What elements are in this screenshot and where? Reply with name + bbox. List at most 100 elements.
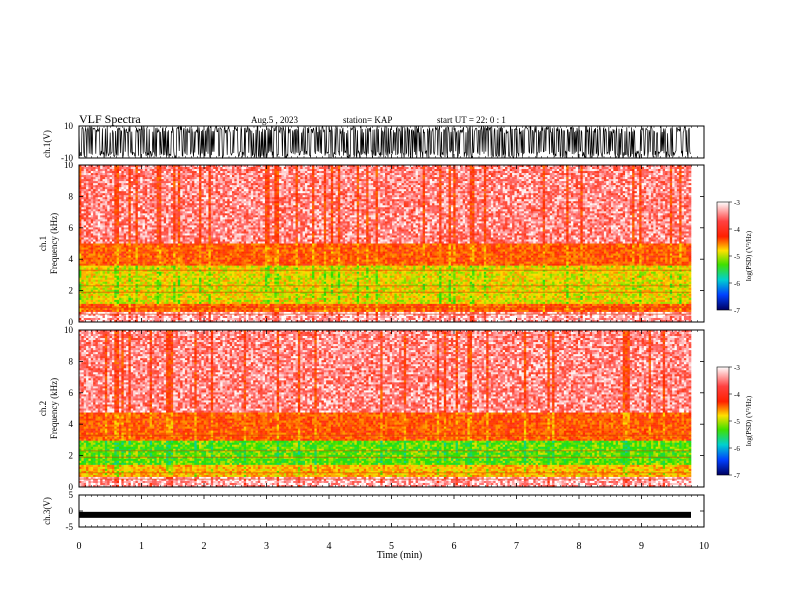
ch1-spectrogram-cell (151, 211, 155, 214)
ch1-spectrogram-cell (79, 201, 82, 204)
ch1-spectrogram-cell (154, 285, 157, 289)
ch1-spectrogram-cell (173, 315, 176, 319)
ch1-spectrogram-cell (128, 261, 132, 264)
ch1-spectrogram-cell (79, 293, 82, 297)
ch1-spectrogram-cell (109, 167, 113, 170)
ch1-spectrogram-cell (191, 219, 195, 222)
ch1-spectrogram-cell (217, 205, 221, 208)
ch1-spectrogram-cell (217, 313, 221, 317)
ch1-spectrogram-cell (156, 223, 160, 226)
ch1-spectrogram-cell (123, 295, 127, 299)
ch1-spectrogram-cell (217, 303, 221, 307)
ch1-spectrogram-cell (130, 223, 134, 226)
ch1-spectrogram-cell (79, 221, 82, 224)
ch1-spectrogram-cell (151, 191, 155, 194)
ch1-spectrogram-cell (86, 277, 89, 281)
ch1-spectrogram-cell (194, 197, 197, 200)
ch1-spectrogram-cell (199, 297, 202, 301)
ch1-spectrogram-cell (128, 195, 132, 198)
ch1-spectrogram-cell (208, 267, 212, 270)
ch1-spectrogram-cell (104, 207, 108, 210)
ch1-spectrogram-cell (142, 279, 146, 283)
ch1-spectrogram-cell (170, 185, 174, 188)
ch1-spectrogram-cell (142, 255, 146, 258)
ch1-spectrogram-cell (215, 221, 219, 224)
ch1-spectrogram-cell (189, 211, 193, 214)
ch1-spectrogram-cell (182, 255, 186, 258)
ch1-spectrogram-cell (206, 265, 209, 268)
ch1-spectrogram-cell (121, 235, 125, 238)
ch1-spectrogram-cell (121, 205, 125, 208)
ch1-spectrogram-cell (79, 319, 82, 323)
ch1-spectrogram-cell (173, 319, 176, 323)
ch1-spectrogram-cell (130, 189, 134, 192)
ch1-spectrogram-cell (142, 305, 146, 309)
ch1-spectrogram-cell (189, 265, 193, 268)
ch1-spectrogram-cell (83, 305, 87, 309)
ch1-spectrogram-cell (213, 237, 216, 240)
ch1-spectrogram-cell (215, 285, 219, 289)
ch1-spectrogram-cell (144, 209, 148, 212)
ch1-spectrogram-cell (116, 205, 120, 208)
ch1-spectrogram-cell (81, 165, 84, 168)
ch1-spectrogram-cell (83, 297, 87, 301)
ch1-spectrogram-cell (184, 269, 188, 272)
ch1-spectrogram-cell (123, 311, 127, 315)
ch1-spectrogram-cell (196, 203, 200, 206)
ch1-spectrogram-cell (95, 189, 99, 192)
ch1-spectrogram-cell (114, 223, 117, 226)
ch1-spectrogram-cell (95, 245, 99, 248)
ch1-spectrogram-cell (149, 247, 153, 250)
ch1-spectrogram-cell (151, 305, 155, 309)
ch1-spectrogram-cell (119, 287, 122, 291)
ch1-spectrogram-cell (194, 285, 197, 289)
ch1-spectrogram-cell (220, 231, 223, 234)
ch1-spectrogram-cell (161, 311, 165, 315)
ch1-spectrogram-cell (215, 229, 219, 232)
ch1-spectrogram-cell (175, 309, 179, 313)
ch1-spectrogram-cell (135, 267, 139, 270)
ch1-spectrogram-cell (137, 205, 141, 208)
ch1-spectrogram-cell (189, 317, 193, 321)
ch1-spectrogram-cell (151, 275, 155, 279)
ch1-spectrogram-cell (173, 307, 176, 311)
ch1-spectrogram-cell (95, 215, 99, 218)
ch1-spectrogram-cell (81, 245, 84, 248)
ch1-spectrogram-cell (86, 301, 89, 305)
ch1-spectrogram-cell (121, 229, 125, 232)
ch1-spectrogram-cell (215, 243, 219, 246)
ch1-spectrogram-cell (135, 281, 139, 285)
ch1-spectrogram-cell (121, 251, 125, 254)
ch1-spectrogram-cell (217, 209, 221, 212)
ch1-spectrogram-cell (135, 195, 139, 198)
ch1-spectrogram-cell (210, 167, 214, 170)
ch1-spectrogram-cell (175, 315, 179, 319)
ch1-spectrogram-cell (107, 193, 110, 196)
ch1-spectrogram-cell (208, 203, 212, 206)
ch1-spectrogram-cell (104, 289, 108, 293)
ch1-spectrogram-cell (100, 295, 103, 299)
ch1-spectrogram-cell (123, 199, 127, 202)
ch1-spectrogram-cell (182, 179, 186, 182)
ch1-spectrogram-cell (121, 289, 125, 293)
ch1-spectrogram-cell (154, 273, 157, 276)
ch1-spectrogram-cell (130, 177, 134, 180)
ch1-spectrogram-cell (217, 237, 221, 240)
ch1-spectrogram-cell (109, 247, 113, 250)
ch1-spectrogram-cell (140, 175, 143, 178)
ch1-spectrogram-cell (163, 265, 167, 268)
ch1-spectrogram-cell (184, 257, 188, 260)
ch1-spectrogram-cell (130, 181, 134, 184)
ch1-spectrogram-cell (154, 203, 157, 206)
ch1-spectrogram-cell (100, 241, 103, 244)
ch1-spectrogram-cell (166, 227, 169, 230)
ch1-spectrogram-cell (217, 257, 221, 260)
ch1-spectrogram-cell (83, 243, 87, 246)
ch1-spectrogram-cell (95, 237, 99, 240)
ch1-spectrogram-cell (147, 305, 150, 309)
ch1-spectrogram-cell (90, 199, 94, 202)
ch1-spectrogram-cell (168, 251, 172, 254)
ch1-spectrogram-cell (206, 187, 209, 190)
ch1-spectrogram-cell (180, 167, 183, 170)
ch1-spectrogram-cell (144, 189, 148, 192)
